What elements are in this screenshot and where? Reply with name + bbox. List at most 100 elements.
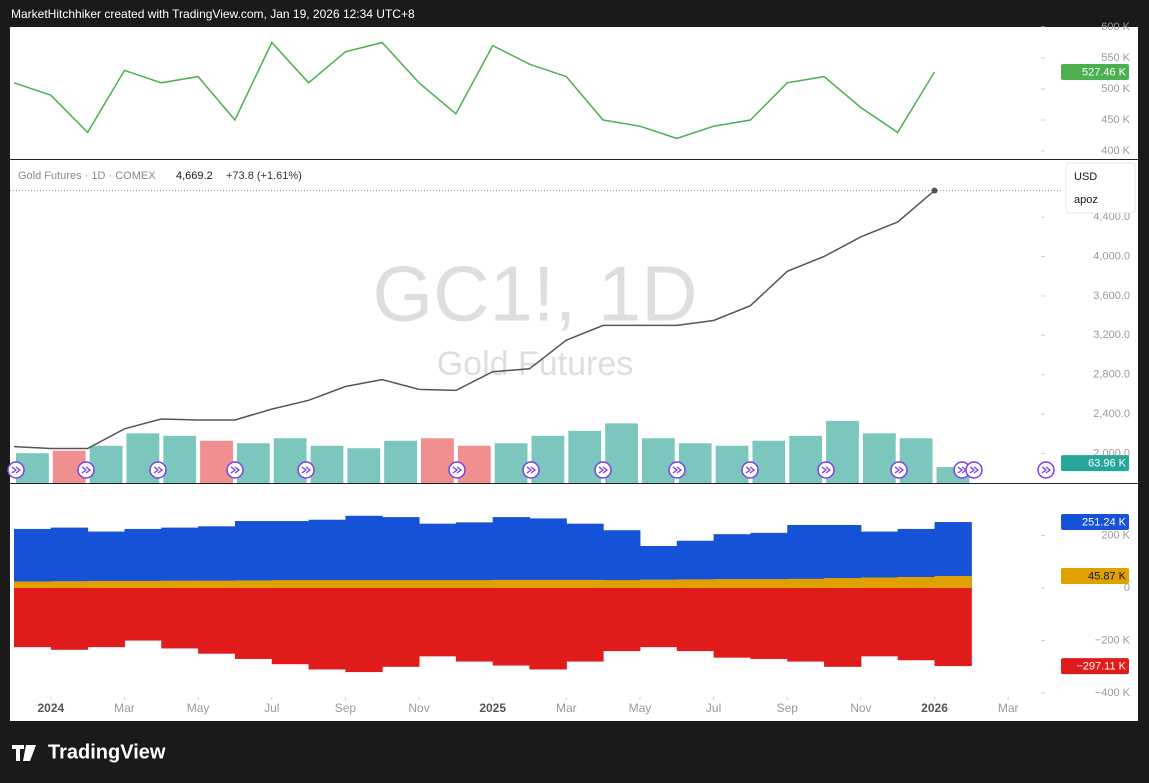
event-icon[interactable]: [668, 461, 686, 479]
header-title: MarketHitchhiker created with TradingVie…: [11, 7, 415, 21]
event-icon[interactable]: [1037, 461, 1055, 479]
event-arrow: [452, 466, 463, 474]
volume-bar: [752, 440, 786, 483]
event-icon[interactable]: [890, 461, 908, 479]
event-icon[interactable]: [77, 461, 95, 479]
x-tick-label: May: [187, 701, 210, 715]
position-bar: [713, 579, 751, 589]
scale-box[interactable]: [1065, 162, 1136, 214]
position-bar: [603, 588, 641, 652]
position-bar: [50, 527, 89, 589]
event-arrow: [11, 466, 22, 474]
position-bar: [529, 518, 567, 589]
position-bar: [934, 575, 972, 589]
position-bar: [566, 588, 604, 662]
event-arrow: [230, 466, 241, 474]
event-arrow: [969, 466, 980, 474]
x-tick-label: May: [629, 701, 652, 715]
position-bar: [419, 580, 457, 589]
line-series: [13, 190, 935, 450]
event-arrow: [526, 466, 537, 474]
position-bar: [382, 588, 420, 667]
watermark: GC1!, 1D: [372, 250, 697, 338]
symbol-title: Gold Futures · 1D · COMEX: [18, 170, 156, 182]
position-bar: [271, 580, 310, 589]
position-bar: [161, 580, 199, 589]
event-icon[interactable]: [7, 461, 25, 479]
event-icon[interactable]: [297, 461, 315, 479]
position-bar: [860, 588, 899, 657]
position-bar: [161, 527, 199, 589]
position-bar: [87, 588, 125, 648]
event-icon[interactable]: [965, 461, 983, 479]
currency-label: USD: [1074, 171, 1097, 183]
x-tick-label: 2025: [479, 701, 506, 715]
position-bar: [603, 530, 641, 589]
last-value-badge: [1061, 658, 1129, 675]
position-bar: [824, 588, 862, 667]
event-arrow: [821, 466, 832, 474]
event-arrow: [301, 466, 312, 474]
position-bar: [897, 588, 936, 661]
event-icon[interactable]: [522, 461, 540, 479]
y-tick-label: 2,800.0: [1093, 369, 1130, 381]
y-tick-label: 3,600.0: [1093, 290, 1130, 302]
volume-bar: [200, 440, 233, 483]
position-bar: [50, 581, 89, 589]
position-bar: [934, 588, 972, 667]
position-bar: [455, 580, 494, 589]
event-icon[interactable]: [448, 461, 466, 479]
y-tick-label: 450 K: [1101, 114, 1130, 126]
last-value-badge: [1061, 567, 1129, 584]
position-bar: [676, 579, 715, 589]
volume-bar: [678, 443, 712, 483]
volume-bar: [163, 435, 197, 483]
position-bar: [897, 576, 936, 589]
x-tick-label: Nov: [850, 701, 871, 715]
volume-bar: [310, 445, 344, 483]
last-value-badge: [1061, 63, 1129, 80]
last-value-label: 45.87 K: [1088, 570, 1127, 582]
position-bar: [87, 531, 125, 589]
position-bar: [713, 588, 751, 658]
event-icon[interactable]: [741, 461, 759, 479]
position-bar: [161, 588, 199, 649]
position-bar: [639, 579, 678, 589]
position-bar: [50, 588, 89, 650]
position-bar: [234, 588, 273, 659]
event-icon[interactable]: [226, 461, 244, 479]
position-bar: [492, 579, 530, 589]
position-bar: [14, 588, 52, 648]
event-icon[interactable]: [594, 461, 612, 479]
position-bar: [529, 579, 567, 589]
position-bar: [455, 588, 494, 662]
event-arrow: [81, 466, 92, 474]
x-tick-label: Jul: [706, 701, 721, 715]
position-bar: [124, 528, 162, 589]
volume-bar: [862, 433, 896, 483]
scale-label: apoz: [1074, 194, 1098, 206]
y-tick-label: 500 K: [1101, 83, 1130, 95]
event-icon[interactable]: [149, 461, 167, 479]
position-bar: [860, 577, 899, 589]
position-bar: [198, 588, 236, 654]
position-bar: [308, 519, 346, 589]
price-change: +73.8 (+1.61%): [226, 170, 302, 182]
x-tick-label: 2024: [37, 701, 64, 715]
position-bar: [603, 580, 641, 589]
last-value-label: 63.96 K: [1088, 458, 1127, 470]
y-tick-label: 4,400.0: [1093, 211, 1130, 223]
event-icon[interactable]: [817, 461, 835, 479]
position-bar: [824, 578, 862, 589]
last-point: [931, 187, 938, 194]
footer-brand: TradingView: [48, 741, 166, 763]
position-bar: [124, 580, 162, 589]
line-series: [13, 41, 936, 140]
volume-bar: [347, 448, 381, 483]
position-bar: [271, 521, 310, 589]
position-bar: [787, 588, 825, 662]
position-bar: [345, 515, 383, 589]
position-bar: [492, 588, 530, 666]
position-bar: [787, 578, 825, 589]
